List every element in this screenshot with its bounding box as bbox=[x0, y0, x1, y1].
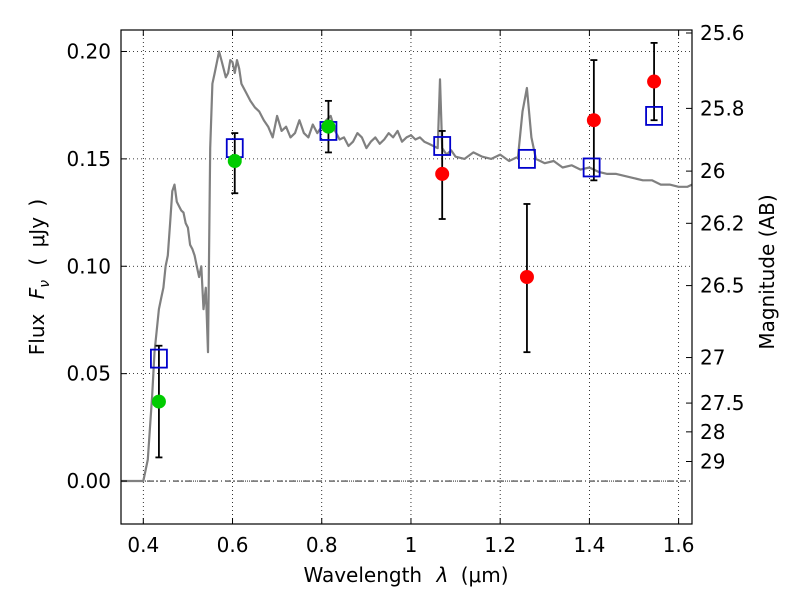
measurement-point bbox=[435, 166, 450, 181]
x-axis-title-symbol: λ bbox=[435, 563, 448, 587]
measurement-point bbox=[227, 154, 242, 169]
y-axis-title-symbol: F bbox=[25, 287, 49, 299]
y2-axis-title: Magnitude (AB) bbox=[755, 194, 779, 349]
y-tick-label: 0.20 bbox=[66, 39, 111, 63]
y-axis-title-units: μJy bbox=[25, 217, 49, 248]
x-tick-label: 0.8 bbox=[306, 533, 338, 557]
error-bar-layer bbox=[155, 41, 658, 459]
x-axis-title-close-paren: ) bbox=[501, 563, 509, 587]
y2-tick-label: 26.2 bbox=[700, 211, 745, 235]
y2-tick-label: 28 bbox=[700, 420, 725, 444]
model-flux-square bbox=[150, 348, 168, 369]
y-tick-label: 0.00 bbox=[66, 469, 111, 493]
y-tick-label: 0.10 bbox=[66, 254, 111, 278]
x-tick-label: 1.4 bbox=[573, 533, 605, 557]
model-flux-square bbox=[645, 106, 663, 126]
x-axis-title-units: μm bbox=[469, 563, 501, 587]
x-tick-label: 1.6 bbox=[663, 533, 695, 557]
x-axis-title: Wavelength λ (μm) bbox=[303, 563, 508, 587]
measurement-point bbox=[151, 394, 166, 409]
measurement-point bbox=[647, 74, 662, 89]
plot-frame bbox=[120, 29, 693, 525]
y2-tick-label: 26 bbox=[700, 159, 725, 183]
y-axis-title-text: Flux bbox=[25, 313, 49, 355]
y-axis-title: Flux Fν ( μJy ) bbox=[25, 199, 54, 355]
measurement-point bbox=[321, 119, 336, 134]
y-axis-title-subscript: ν bbox=[37, 280, 53, 288]
y2-tick-label: 27 bbox=[700, 346, 725, 370]
y-axis-title-open-paren: ( bbox=[25, 258, 49, 266]
spectrum-layer bbox=[121, 50, 693, 483]
x-tick-label: 0.6 bbox=[217, 533, 249, 557]
x-tick-label: 1.2 bbox=[484, 533, 516, 557]
x-axis-title-open-paren: ( bbox=[461, 563, 469, 587]
x-tick-label: 0.4 bbox=[127, 533, 159, 557]
y-tick-label: 0.15 bbox=[66, 147, 111, 171]
measurement-point bbox=[586, 113, 601, 128]
marker-layer bbox=[150, 74, 663, 409]
y2-tick-label: 25.6 bbox=[700, 21, 745, 45]
y2-tick-label: 26.5 bbox=[700, 274, 745, 298]
y2-tick-label: 29 bbox=[700, 449, 725, 473]
model-flux-square bbox=[433, 136, 452, 156]
tick-label-layer: 0.4 0.6 0.8 1 1.2 1.4 1.6 0.00 0.05 0.10 0.15 0.20 2… bbox=[66, 21, 744, 557]
x-axis-title-text: Wavelength bbox=[303, 563, 422, 587]
x-tick-label: 1 bbox=[405, 533, 418, 557]
tick-layer bbox=[121, 30, 692, 524]
model-flux-square bbox=[518, 148, 536, 169]
y-axis-title-close-paren: ) bbox=[25, 199, 49, 207]
y2-tick-label: 27.5 bbox=[700, 391, 745, 415]
grid-layer bbox=[121, 30, 692, 524]
measurement-point bbox=[519, 270, 534, 284]
y-tick-label: 0.05 bbox=[66, 362, 111, 386]
y2-tick-label: 25.8 bbox=[700, 96, 745, 120]
model-flux-square bbox=[582, 157, 601, 178]
spectrum-line bbox=[121, 50, 693, 483]
